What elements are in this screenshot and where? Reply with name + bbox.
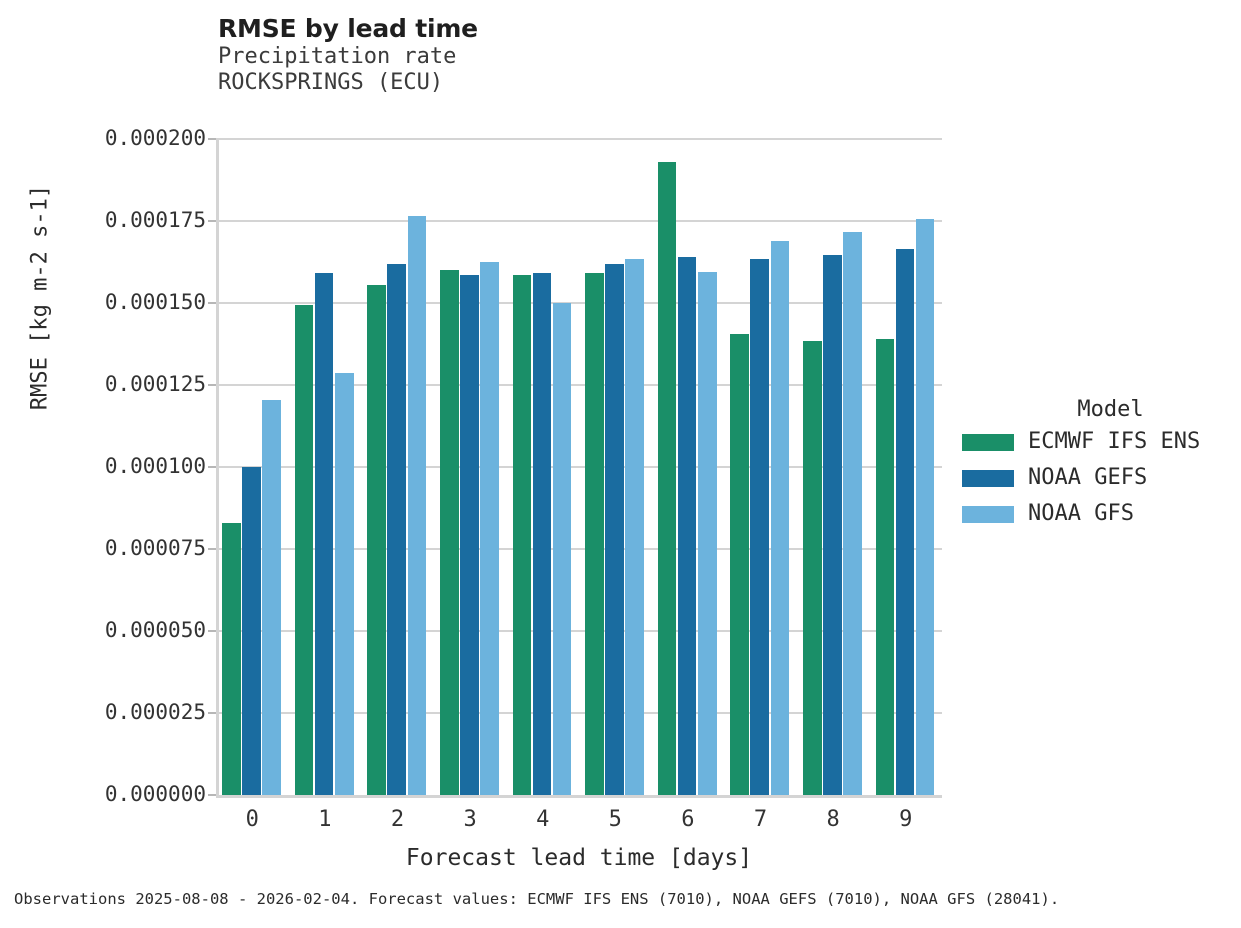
bar-noaa-gefs-lead-1[interactable] xyxy=(314,273,334,795)
legend-item-label: NOAA GFS xyxy=(1028,501,1134,526)
y-tick-label: 0.000050 xyxy=(104,618,206,642)
bar-group xyxy=(802,139,863,795)
bar-noaa-gfs-lead-2[interactable] xyxy=(407,216,427,795)
bar-group xyxy=(512,139,573,795)
bar-noaa-gefs-lead-5[interactable] xyxy=(605,263,624,795)
y-tick-mark xyxy=(208,794,216,796)
y-tick-label: 0.000125 xyxy=(104,372,206,396)
bar-noaa-gefs-lead-9[interactable] xyxy=(895,248,915,795)
legend-swatch-icon xyxy=(962,505,1014,523)
legend-item-noaa-gfs[interactable]: NOAA GFS xyxy=(962,496,1237,532)
bar-group xyxy=(294,139,355,795)
legend-item-label: NOAA GEFS xyxy=(1028,465,1148,490)
bar-noaa-gefs-lead-3[interactable] xyxy=(460,275,479,795)
x-tick-label: 5 xyxy=(608,807,622,832)
chart-caption: Observations 2025-08-08 - 2026-02-04. Fo… xyxy=(14,890,1060,908)
y-tick-label: 0.000150 xyxy=(104,290,206,314)
bar-noaa-gfs-lead-0[interactable] xyxy=(262,399,281,795)
chart-subtitle-variable: Precipitation rate xyxy=(218,44,457,69)
bar-noaa-gfs-lead-1[interactable] xyxy=(334,372,354,795)
x-tick-label: 4 xyxy=(536,807,550,832)
y-axis-label: RMSE [kg m-2 s-1] xyxy=(27,184,53,411)
bar-noaa-gfs-lead-9[interactable] xyxy=(915,219,935,795)
bar-noaa-gefs-lead-2[interactable] xyxy=(387,263,407,795)
bar-ecmwf-ifs-ens-lead-4[interactable] xyxy=(512,275,532,795)
x-tick-label: 3 xyxy=(463,807,477,832)
bar-group xyxy=(585,139,645,795)
chart-subtitle-location: ROCKSPRINGS (ECU) xyxy=(218,70,444,95)
bar-noaa-gefs-lead-8[interactable] xyxy=(823,255,842,795)
bar-ecmwf-ifs-ens-lead-8[interactable] xyxy=(802,340,822,795)
y-tick-mark xyxy=(208,712,216,714)
bar-ecmwf-ifs-ens-lead-2[interactable] xyxy=(367,284,386,795)
legend-item-noaa-gefs[interactable]: NOAA GEFS xyxy=(962,460,1237,496)
bar-group xyxy=(222,139,282,795)
x-tick-label: 8 xyxy=(826,807,840,832)
bar-noaa-gefs-lead-6[interactable] xyxy=(677,257,697,795)
x-tick-label: 6 xyxy=(681,807,695,832)
legend-title: Model xyxy=(1077,397,1144,422)
bar-group xyxy=(657,139,718,795)
y-tick-mark xyxy=(208,466,216,468)
y-tick-mark xyxy=(208,220,216,222)
bar-group xyxy=(367,139,427,795)
bar-noaa-gfs-lead-3[interactable] xyxy=(480,262,499,795)
x-tick-label: 1 xyxy=(318,807,332,832)
plot-area xyxy=(216,138,942,798)
legend-swatch-icon xyxy=(962,469,1014,487)
y-tick-mark xyxy=(208,384,216,386)
bar-noaa-gfs-lead-7[interactable] xyxy=(770,240,790,795)
x-axis-spine xyxy=(216,795,942,798)
bar-group xyxy=(875,139,936,795)
x-tick-label: 7 xyxy=(753,807,768,832)
legend-entries: ECMWF IFS ENS NOAA GEFS NOAA GFS xyxy=(962,424,1237,532)
gridline xyxy=(216,548,942,550)
bar-noaa-gefs-lead-7[interactable] xyxy=(750,258,770,795)
bar-noaa-gfs-lead-6[interactable] xyxy=(697,271,717,795)
bar-ecmwf-ifs-ens-lead-7[interactable] xyxy=(730,334,749,795)
page-title: RMSE by lead time xyxy=(218,14,478,43)
bar-noaa-gefs-lead-4[interactable] xyxy=(532,273,552,795)
y-tick-label: 0.000075 xyxy=(104,536,206,560)
legend: Model ECMWF IFS ENS NOAA GEFS NOAA GFS xyxy=(962,396,1237,532)
x-axis-label: Forecast lead time [days] xyxy=(405,845,753,871)
bar-group xyxy=(439,139,500,795)
bar-noaa-gfs-lead-8[interactable] xyxy=(843,232,862,795)
legend-item-label: ECMWF IFS ENS xyxy=(1028,429,1201,454)
gridline xyxy=(216,220,942,222)
bar-ecmwf-ifs-ens-lead-1[interactable] xyxy=(294,304,314,795)
title-block: RMSE by lead time Precipitation rate ROC… xyxy=(218,14,478,96)
y-tick-label: 0.000175 xyxy=(104,208,206,232)
bar-series-container xyxy=(216,139,942,795)
x-tick-label: 9 xyxy=(899,807,913,832)
y-tick-mark xyxy=(208,138,216,140)
y-tick-label: 0.000000 xyxy=(104,782,206,806)
y-tick-label: 0.000200 xyxy=(104,126,206,150)
bar-noaa-gefs-lead-0[interactable] xyxy=(242,467,261,795)
x-tick-label: 0 xyxy=(245,807,259,832)
y-tick-mark xyxy=(208,548,216,550)
legend-item-ecmwf-ifs-ens[interactable]: ECMWF IFS ENS xyxy=(962,424,1237,460)
y-tick-label: 0.000100 xyxy=(104,454,206,478)
bar-ecmwf-ifs-ens-lead-0[interactable] xyxy=(222,522,241,795)
bar-group xyxy=(730,139,790,795)
y-tick-mark xyxy=(208,630,216,632)
bar-ecmwf-ifs-ens-lead-5[interactable] xyxy=(585,273,604,795)
bar-ecmwf-ifs-ens-lead-3[interactable] xyxy=(439,270,459,795)
gridline xyxy=(216,466,942,468)
gridline xyxy=(216,138,942,140)
legend-swatch-icon xyxy=(962,433,1014,451)
bar-ecmwf-ifs-ens-lead-9[interactable] xyxy=(875,339,895,795)
gridline xyxy=(216,302,942,304)
bar-noaa-gfs-lead-5[interactable] xyxy=(625,258,644,795)
gridline xyxy=(216,712,942,714)
x-tick-label: 2 xyxy=(390,807,405,832)
bar-noaa-gfs-lead-4[interactable] xyxy=(552,303,572,795)
bar-ecmwf-ifs-ens-lead-6[interactable] xyxy=(657,161,677,795)
gridline xyxy=(216,630,942,632)
gridline xyxy=(216,384,942,386)
y-tick-mark xyxy=(208,302,216,304)
y-tick-label: 0.000025 xyxy=(104,700,206,724)
